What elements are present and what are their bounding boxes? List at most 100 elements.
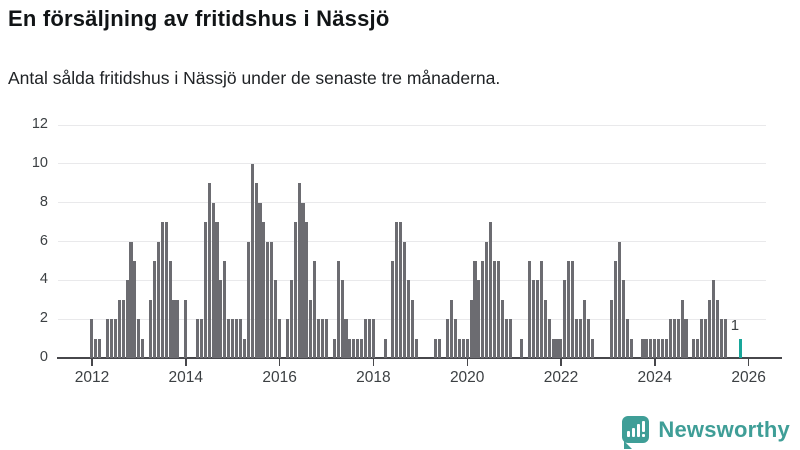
bar	[590, 338, 594, 358]
bar	[301, 202, 305, 358]
bar	[289, 280, 293, 358]
bar	[539, 260, 543, 358]
bar	[399, 222, 403, 358]
gridline	[58, 124, 766, 126]
y-axis-tick-label: 6	[39, 232, 48, 249]
logo-bar-1	[627, 431, 631, 437]
bar	[406, 280, 411, 358]
bar	[90, 319, 94, 358]
bar	[160, 222, 164, 358]
newsworthy-logo-text: Newsworthy	[658, 416, 790, 442]
bar	[293, 222, 297, 358]
bar	[457, 338, 461, 358]
bar	[238, 319, 242, 358]
pin-tail	[624, 441, 633, 449]
bar	[453, 319, 457, 358]
bar	[645, 338, 649, 358]
bar	[336, 260, 340, 358]
bar	[489, 222, 493, 358]
bar	[320, 319, 325, 358]
bar	[94, 338, 98, 358]
logo-bar-3	[637, 424, 641, 437]
x-axis-tick-label: 2024	[637, 369, 673, 386]
bar	[184, 299, 188, 358]
bar	[254, 183, 258, 358]
bar	[481, 260, 485, 358]
bar	[305, 222, 309, 358]
x-axis-tick	[654, 359, 656, 366]
bar	[367, 319, 371, 358]
y-axis-tick-label: 12	[31, 116, 48, 132]
bar	[117, 299, 121, 358]
bar	[653, 338, 657, 358]
bar	[285, 319, 289, 358]
bar	[692, 338, 696, 358]
bar	[485, 241, 489, 358]
bar	[567, 260, 571, 358]
bar	[641, 338, 645, 358]
bar	[414, 338, 418, 358]
bar	[156, 241, 160, 358]
bar	[571, 260, 575, 358]
bar	[704, 319, 708, 358]
bar	[250, 163, 254, 358]
bar	[578, 319, 583, 358]
highlight-value-label: 1	[730, 316, 740, 334]
bar	[141, 338, 145, 358]
bar	[129, 241, 133, 358]
bar	[520, 338, 524, 358]
highlighted-bar	[739, 338, 743, 358]
bar	[618, 241, 622, 358]
chart-subtitle: Antal sålda fritidshus i Nässjö under de…	[8, 68, 501, 88]
bar	[242, 338, 246, 358]
bar	[356, 338, 360, 358]
bar	[313, 260, 317, 358]
bar	[559, 338, 563, 358]
bar	[461, 338, 465, 358]
bar	[344, 319, 348, 358]
bar	[215, 222, 219, 358]
bar	[629, 338, 633, 358]
bar	[575, 319, 579, 358]
bar	[262, 222, 266, 358]
bar	[543, 299, 547, 358]
bar	[723, 319, 727, 358]
y-axis-tick-label: 4	[39, 271, 48, 288]
bar	[371, 319, 375, 358]
bar	[203, 222, 207, 358]
gridline	[58, 241, 766, 242]
x-axis-tick	[560, 359, 562, 366]
bar	[309, 299, 313, 358]
bar	[707, 299, 711, 358]
bar	[657, 338, 661, 358]
bar	[696, 338, 700, 358]
bar	[211, 202, 215, 358]
bar	[676, 319, 680, 358]
bar	[528, 260, 532, 358]
x-axis-tick-label: 2026	[731, 369, 766, 386]
x-axis-tick-label: 2012	[74, 369, 110, 386]
bar	[121, 299, 125, 358]
bar	[133, 260, 137, 358]
bar	[551, 338, 555, 358]
bar	[258, 202, 262, 358]
bar	[555, 338, 559, 358]
bar	[223, 260, 227, 358]
x-axis-tick	[372, 359, 375, 366]
bar	[235, 319, 239, 358]
bar	[582, 299, 586, 358]
bar	[664, 338, 669, 358]
newsworthy-logo[interactable]: Newsworthy	[622, 416, 790, 449]
bar	[149, 299, 153, 358]
y-axis-tick-label: 2	[39, 310, 48, 327]
bar	[106, 319, 110, 358]
x-axis-tick-label: 2018	[356, 369, 391, 386]
bar	[395, 222, 399, 358]
bar	[137, 319, 141, 358]
bar	[496, 260, 500, 358]
bar	[227, 319, 231, 358]
bar	[410, 299, 414, 358]
y-axis-tick-label: 0	[39, 349, 48, 365]
gridline	[58, 202, 766, 204]
chart-title: En försäljning av fritidshus i Nässjö	[8, 6, 390, 31]
